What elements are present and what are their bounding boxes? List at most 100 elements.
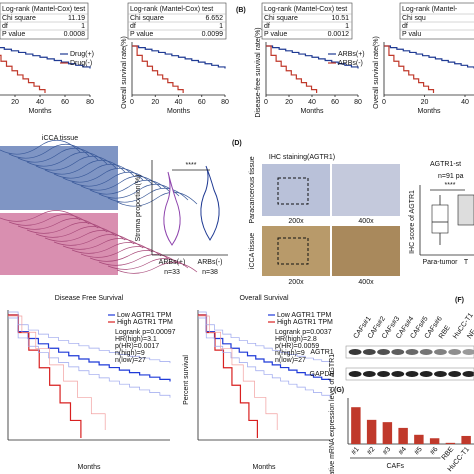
x-tick-label: 0 — [382, 99, 386, 106]
tissue-texture — [98, 183, 180, 199]
tissue-texture — [116, 191, 198, 207]
survival-curve — [8, 314, 82, 438]
x-tick-label: #6 — [429, 446, 439, 457]
tissue-texture — [80, 246, 162, 258]
band — [377, 349, 390, 355]
label: n=38 — [202, 269, 218, 276]
axis-title: Relative mRNA expression level of AGTR1 — [329, 354, 336, 474]
axis-title: Percent survival — [183, 355, 190, 405]
stats-table — [399, 2, 474, 40]
tissue-texture — [26, 222, 108, 234]
label: ARBs(-) — [198, 259, 223, 266]
tissue-texture — [71, 242, 153, 254]
image — [332, 164, 400, 216]
stats-table — [127, 2, 227, 40]
survival-curve — [0, 47, 91, 69]
tissue-texture — [0, 139, 81, 155]
label: Para-tumor — [422, 259, 458, 266]
survival-curve — [8, 315, 106, 430]
x-tick-label: #5 — [413, 446, 423, 457]
tissue-texture — [35, 155, 117, 171]
label: Chi square — [2, 15, 36, 22]
label: Log-rank (Mantel-Cox) test — [130, 6, 213, 13]
x-tick-label: 20 — [421, 99, 429, 106]
label: Chi square — [264, 15, 298, 22]
legend-entry: Drug(-) — [70, 60, 92, 67]
band — [419, 349, 433, 355]
label: df — [402, 23, 408, 30]
band — [448, 371, 462, 377]
band — [419, 371, 433, 377]
label: P value — [2, 31, 25, 38]
tissue-texture — [89, 250, 171, 262]
bar — [382, 422, 393, 444]
survival-curve — [198, 314, 331, 382]
label: Logrank p=0.00097 — [115, 329, 176, 336]
tissue-texture — [35, 226, 117, 238]
label: n(low)=27 — [115, 357, 146, 364]
tissue-texture — [89, 179, 171, 195]
violin — [200, 165, 220, 241]
legend-entry: Low AGTR1 TPM — [117, 312, 172, 319]
tissue-texture — [62, 238, 144, 250]
tissue-texture — [17, 218, 99, 230]
survival-curve — [8, 311, 171, 364]
survival-curve — [384, 45, 435, 93]
label: CAFs — [387, 463, 405, 470]
panel-title: Disease Free Survival — [55, 295, 124, 302]
label: Log-rank (Mantel-Cox) test — [264, 6, 347, 13]
band — [377, 371, 390, 377]
x-tick-label: 40 — [308, 99, 316, 106]
x-tick-label: 40 — [36, 99, 44, 106]
panel-label: (B) — [236, 7, 246, 14]
band — [391, 371, 405, 377]
bar — [414, 434, 424, 444]
axis-title: IHC score of AGTR1 — [409, 190, 416, 254]
tissue-texture — [53, 163, 135, 179]
x-tick-label: #3 — [382, 446, 392, 457]
x-tick-label: 0 — [264, 99, 268, 106]
tissue-texture — [107, 258, 189, 270]
x-tick-label: 60 — [331, 99, 339, 106]
label: p(HR)=0.0017 — [115, 343, 159, 350]
image — [262, 164, 330, 216]
tissue-texture — [26, 151, 108, 167]
x-tick-label: 20 — [11, 99, 19, 106]
x-tick-label: #2 — [366, 446, 376, 457]
bar — [351, 407, 361, 444]
zoom-box — [277, 237, 309, 265]
survival-curve — [266, 45, 359, 69]
axis-title: Months — [418, 108, 441, 115]
tissue-texture — [80, 175, 162, 191]
tissue-texture — [17, 147, 99, 163]
axis-title: Stroma proportion(%) — [135, 175, 142, 242]
axis-title: Disease-free survival rate(%) — [255, 27, 262, 117]
survival-curve — [8, 314, 171, 382]
violin — [163, 171, 181, 246]
band — [362, 371, 376, 377]
blot-frame — [345, 367, 474, 381]
panel-title: Overall Survival — [239, 295, 288, 302]
label: Chi squ — [402, 15, 426, 22]
image — [262, 226, 330, 276]
label: n(high)=9 — [115, 350, 145, 357]
label: df — [2, 23, 8, 30]
bar — [398, 427, 408, 444]
legend-entry: High AGTR1 TPM — [277, 319, 333, 326]
label: 1 — [345, 23, 349, 30]
axis-title: Months — [167, 108, 190, 115]
label: 400x — [358, 279, 374, 286]
x-tick-label: 40 — [461, 99, 469, 106]
x-tick-label: #1 — [350, 446, 360, 457]
axis-title: Months — [78, 464, 101, 471]
panel-label: (F) — [455, 297, 464, 304]
significance: **** — [445, 182, 456, 189]
survival-curve — [0, 54, 46, 93]
lane-label: NF-1 — [466, 323, 474, 340]
band — [448, 349, 462, 355]
legend-entry: ARBs(-) — [338, 60, 363, 67]
legend-entry: ARBs(+) — [338, 51, 365, 58]
label: P value — [130, 31, 153, 38]
band — [391, 349, 405, 355]
